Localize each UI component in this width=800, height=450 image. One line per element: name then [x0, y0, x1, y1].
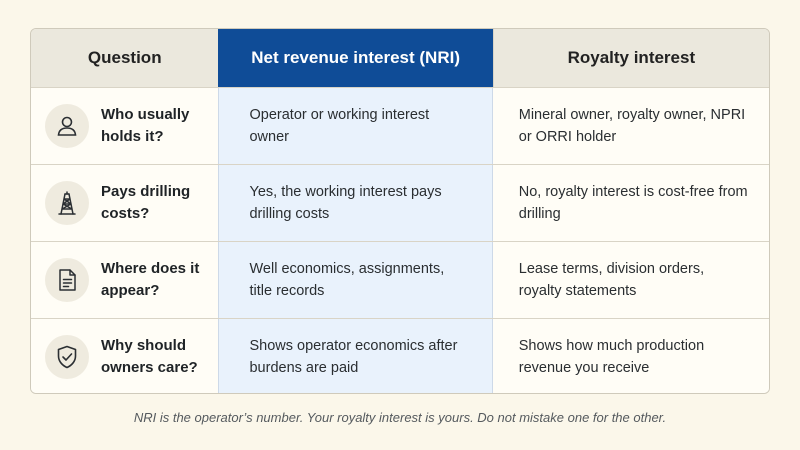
nri-cell: Operator or working interest owner [218, 88, 493, 164]
header-royalty: Royalty interest [492, 29, 769, 87]
royalty-cell: No, royalty interest is cost-free from d… [492, 165, 769, 241]
table-row: Why should owners care? Shows operator e… [31, 318, 769, 393]
royalty-text: Lease terms, division orders, royalty st… [518, 261, 705, 299]
nri-text: Yes, the working interest pays drilling … [249, 184, 442, 222]
document-icon [45, 258, 89, 302]
header-nri: Net revenue interest (NRI) [218, 29, 493, 87]
table-header-row: Question Net revenue interest (NRI) Roya… [31, 29, 769, 87]
question-cell: Pays drilling costs? [31, 165, 219, 241]
question-label: Who usually holds it? [101, 106, 190, 145]
header-question: Question [31, 29, 219, 87]
nri-text: Shows operator economics after burdens a… [249, 338, 458, 376]
royalty-text: No, royalty interest is cost-free from d… [518, 184, 748, 222]
person-icon [45, 104, 89, 148]
royalty-text: Mineral owner, royalty owner, NPRI or OR… [518, 107, 746, 145]
question-cell: Why should owners care? [31, 319, 219, 393]
nri-cell: Yes, the working interest pays drilling … [218, 165, 493, 241]
table-row: Pays drilling costs? Yes, the working in… [31, 164, 769, 241]
table-row: Where does it appear? Well economics, as… [31, 241, 769, 318]
table-row: Who usually holds it? Operator or workin… [31, 87, 769, 164]
drilling-rig-icon [45, 181, 89, 225]
question-cell: Where does it appear? [31, 242, 219, 318]
nri-cell: Shows operator economics after burdens a… [218, 319, 493, 393]
nri-cell: Well economics, assignments, title recor… [218, 242, 493, 318]
nri-text: Well economics, assignments, title recor… [249, 261, 445, 299]
question-label: Where does it appear? [101, 260, 200, 299]
comparison-table: Question Net revenue interest (NRI) Roya… [30, 28, 770, 394]
royalty-cell: Mineral owner, royalty owner, NPRI or OR… [492, 88, 769, 164]
question-cell: Who usually holds it? [31, 88, 219, 164]
royalty-text: Shows how much production revenue you re… [518, 338, 705, 376]
footer-note: NRI is the operator’s number. Your royal… [133, 410, 667, 425]
royalty-cell: Lease terms, division orders, royalty st… [492, 242, 769, 318]
royalty-cell: Shows how much production revenue you re… [492, 319, 769, 393]
nri-text: Operator or working interest owner [249, 107, 430, 145]
question-label: Why should owners care? [101, 337, 198, 376]
shield-check-icon [45, 335, 89, 379]
question-label: Pays drilling costs? [101, 183, 191, 222]
